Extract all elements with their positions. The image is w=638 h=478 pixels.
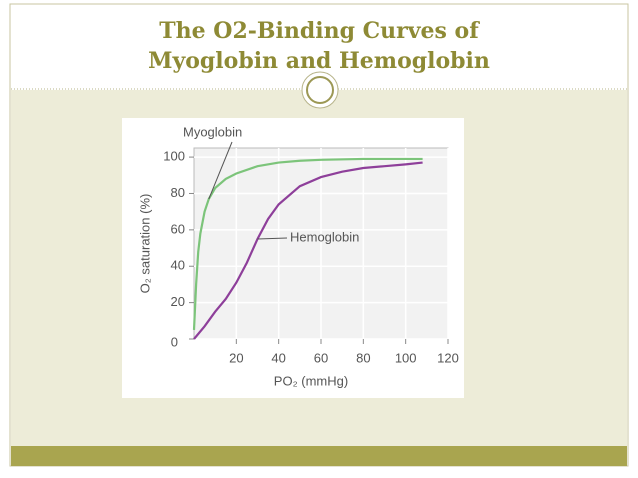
- x-tick-label: 80: [356, 350, 370, 365]
- leader-line: [208, 141, 233, 200]
- x-tick-label: 60: [314, 350, 328, 365]
- series-label: Hemoglobin: [290, 229, 359, 244]
- x-axis-label: PO₂ (mmHg): [274, 373, 348, 388]
- y-tick-label: 40: [171, 258, 185, 273]
- ornament: [306, 76, 334, 104]
- y-tick-label: 80: [171, 185, 185, 200]
- series-label: Myoglobin: [183, 124, 242, 139]
- y-axis-label: O₂ saturation (%): [137, 194, 152, 294]
- y-tick-label: 60: [171, 221, 185, 236]
- data-line: [193, 161, 423, 340]
- y-tick-label: 100: [163, 149, 185, 164]
- y-tick-label: 0: [171, 334, 178, 349]
- leader-line: [257, 237, 288, 240]
- x-tick-label: 100: [395, 350, 417, 365]
- data-line: [192, 157, 423, 330]
- x-tick-label: 40: [271, 350, 285, 365]
- footer-band: [11, 446, 627, 466]
- y-tick-label: 20: [171, 294, 185, 309]
- slide-title: The O2-Binding Curves of Myoglobin and H…: [148, 18, 490, 74]
- x-tick-label: 20: [229, 350, 243, 365]
- x-tick-label: 120: [437, 350, 459, 365]
